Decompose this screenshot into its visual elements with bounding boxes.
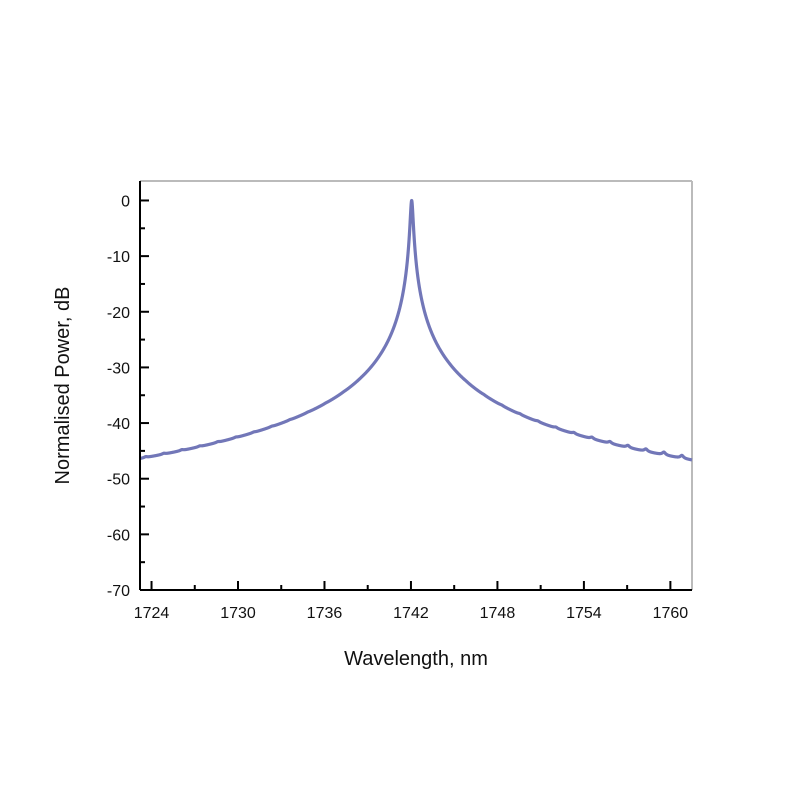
spectrum-line [138,198,694,462]
y-tick-label: -10 [107,249,130,266]
y-tick-label: -60 [107,527,130,544]
x-tick-label: 1730 [220,605,256,622]
spectrum-series [138,198,694,462]
axes [139,181,692,591]
y-tick-label: 0 [121,193,130,210]
x-tick-label: 1724 [134,605,170,622]
y-tick-label: -40 [107,416,130,433]
x-tick-label: 1760 [653,605,689,622]
plot-frame [140,180,693,590]
y-tick-label: -20 [107,305,130,322]
y-tick-label: -30 [107,360,130,377]
x-tick-label: 1736 [307,605,343,622]
x-tick-label: 1748 [480,605,516,622]
y-axis-ticks: 0 -10 -20 -30 -40 -50 -60 -70 [107,193,149,600]
x-axis-ticks: 1724 1730 1736 1742 1748 1754 1760 [134,581,689,622]
x-tick-label: 1754 [566,605,602,622]
x-axis-title: Wavelength, nm [344,648,488,670]
y-axis-title: Normalised Power, dB [52,287,74,485]
x-tick-label: 1742 [393,605,429,622]
y-tick-label: -70 [107,583,130,600]
y-tick-label: -50 [107,472,130,489]
